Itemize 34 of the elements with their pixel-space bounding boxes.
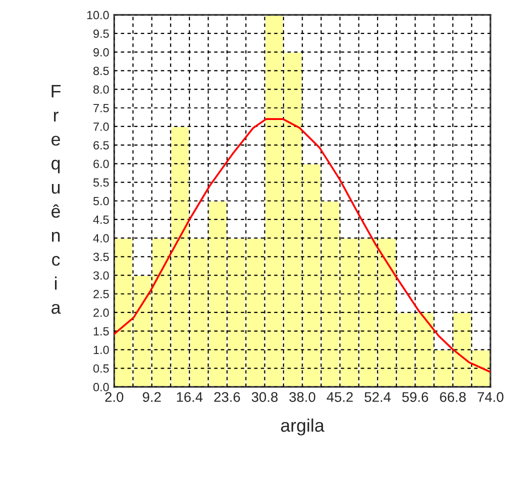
y-tick-label: 0.0 <box>93 382 109 392</box>
y-tick-label: 4.5 <box>93 216 109 224</box>
x-tick-label: 59.6 <box>402 392 428 402</box>
y-tick-label: 6.0 <box>94 160 109 168</box>
y-tick-label: 6.5 <box>94 141 109 150</box>
y-tick-label: 3.0 <box>93 271 109 280</box>
y-tick-label: 1.0 <box>94 346 109 354</box>
x-tick-label: 38.0 <box>289 392 316 402</box>
x-tick-label: 66.8 <box>440 392 466 402</box>
y-tick-label: 5.0 <box>93 196 109 206</box>
x-tick-label: 9.2 <box>142 392 161 402</box>
y-tick-label: 7.0 <box>94 122 109 131</box>
y-tick-label: 7.5 <box>94 104 109 112</box>
y-tick-label: 2.0 <box>94 308 109 317</box>
x-tick-label: 23.6 <box>214 392 240 402</box>
y-tick-label: 5.5 <box>93 178 109 187</box>
y-tick-label: 10.0 <box>87 10 109 20</box>
x-tick-label: 45.2 <box>326 392 353 402</box>
y-tick-label: 0.5 <box>93 364 109 373</box>
y-tick-label: 8.0 <box>93 85 109 94</box>
y-tick-label: 1.5 <box>94 327 109 336</box>
y-tick-label: 8.5 <box>93 66 109 76</box>
x-tick-label: 16.4 <box>176 392 203 402</box>
text: Frequência <box>52 85 61 314</box>
y-tick-label: 2.5 <box>94 290 109 298</box>
x-tick-label: 52.4 <box>364 392 391 402</box>
y-tick-label: 4.0 <box>93 234 109 242</box>
x-tick-label: 2.0 <box>105 392 124 402</box>
y-tick-label: 3.5 <box>93 252 109 262</box>
y-tick-label: 9.5 <box>93 30 109 38</box>
y-tick-label: 9.0 <box>93 48 109 56</box>
x-axis-title: argila <box>281 418 324 436</box>
x-tick-label: 74.0 <box>478 392 504 402</box>
x-tick-label: 30.8 <box>252 392 278 402</box>
